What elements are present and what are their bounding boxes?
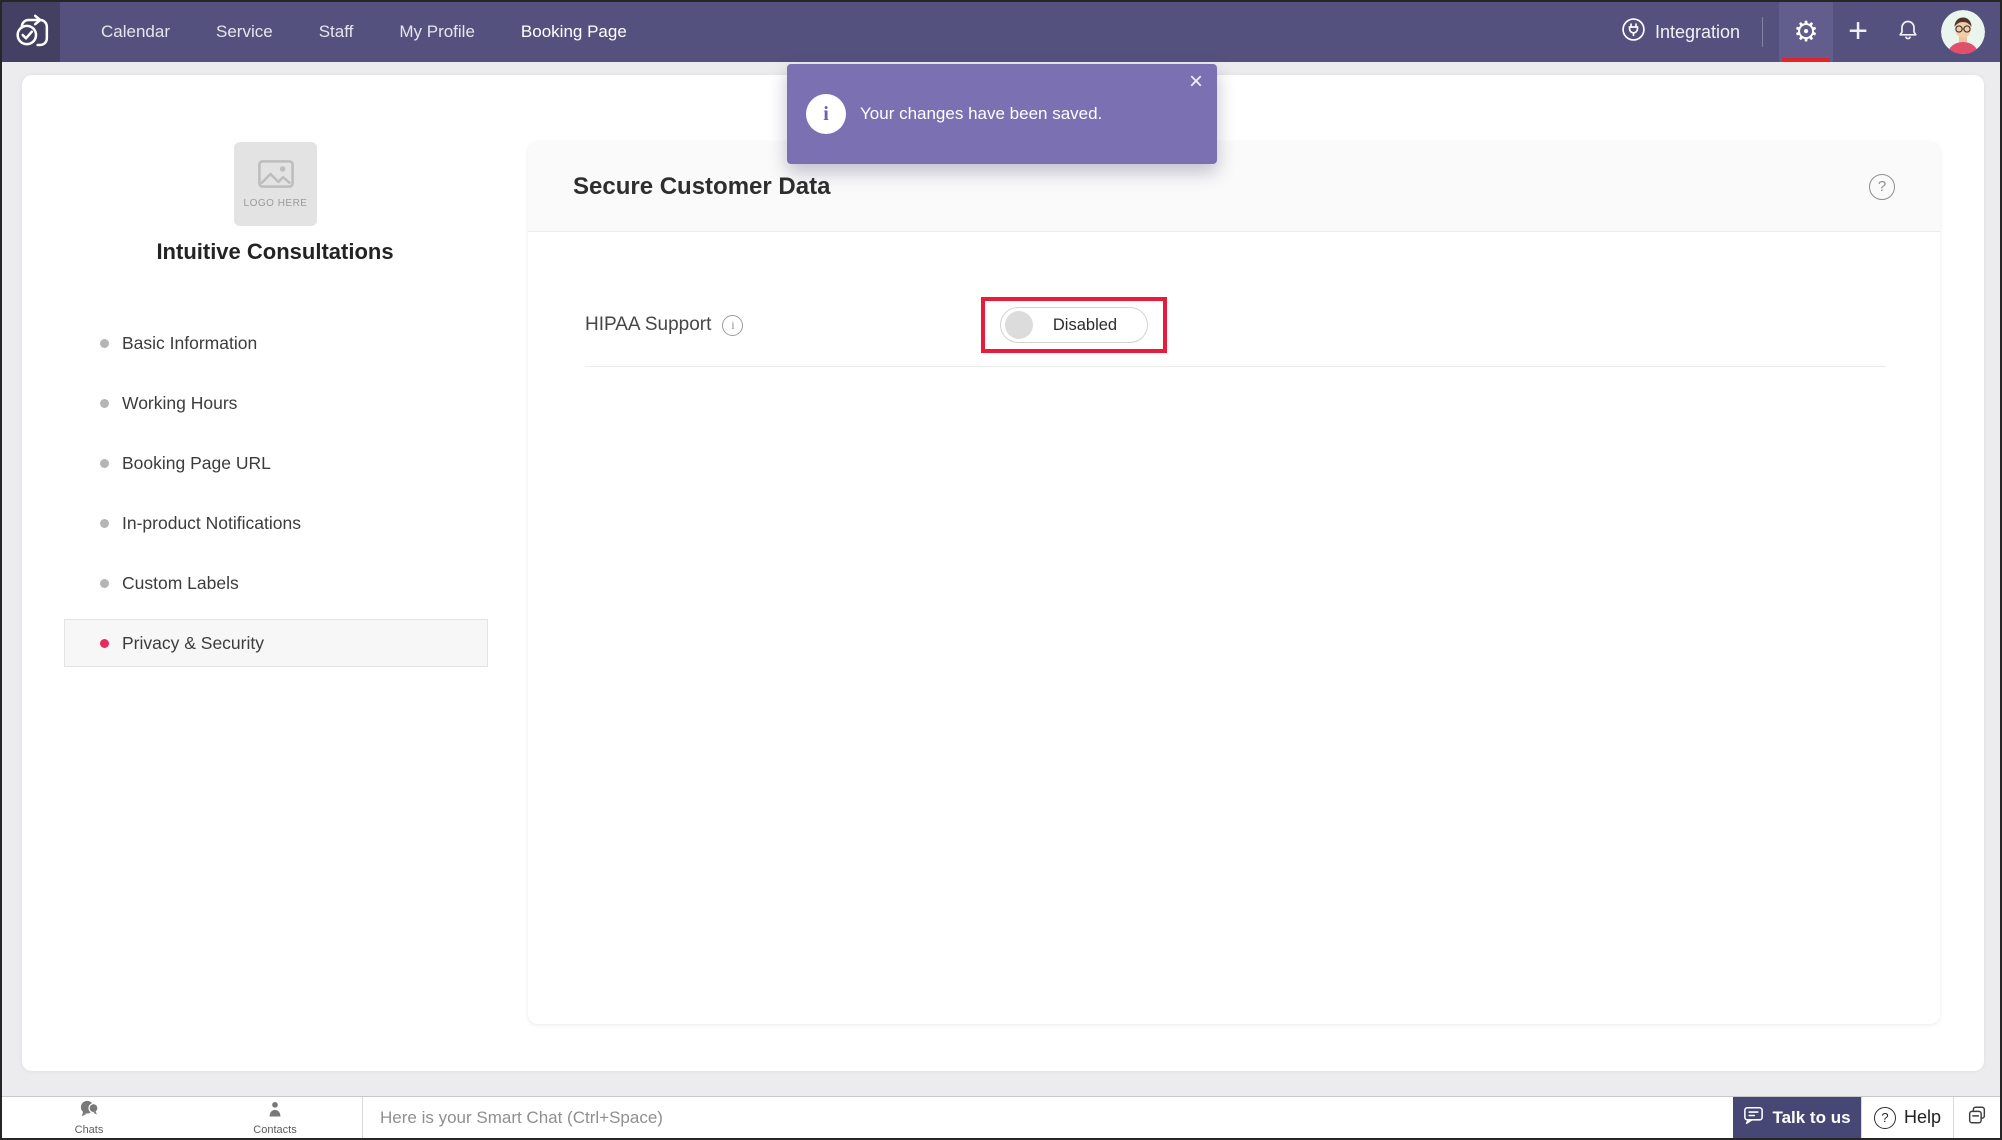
talk-to-us-button[interactable]: Talk to us <box>1733 1097 1861 1138</box>
bullet-icon <box>100 398 109 408</box>
sidebar-item-label: Basic Information <box>122 332 258 353</box>
bullet-icon <box>100 458 109 468</box>
nav-item-service[interactable]: Service <box>216 22 273 41</box>
sidebar-item-in-product-notifications[interactable]: In-product Notifications <box>64 499 488 547</box>
bookings-logo-icon <box>11 10 51 55</box>
toast-message: Your changes have been saved. <box>860 104 1103 123</box>
content-container: LOGO HERE Intuitive Consultations Basic … <box>22 75 1984 1071</box>
help-label: Help <box>1903 1107 1942 1127</box>
row-divider <box>585 366 1886 367</box>
sidebar-item-basic-information[interactable]: Basic Information <box>64 319 488 367</box>
logo-upload-placeholder[interactable]: LOGO HERE <box>234 142 317 226</box>
sidebar-item-working-hours[interactable]: Working Hours <box>64 379 488 427</box>
bullet-icon <box>100 338 109 348</box>
plug-icon <box>1621 17 1655 47</box>
integration-button[interactable]: Integration <box>1621 17 1740 47</box>
chats-label: Chats <box>74 1123 104 1136</box>
plus-icon: + <box>1848 11 1868 50</box>
chat-bubbles-icon <box>78 1100 100 1123</box>
toggle-knob <box>1005 311 1033 339</box>
chats-button[interactable]: Chats <box>54 1097 124 1138</box>
sidebar-item-label: Working Hours <box>122 392 238 413</box>
sidebar-item-label: Custom Labels <box>122 572 239 593</box>
bullet-icon <box>100 518 109 528</box>
info-icon[interactable]: i <box>722 314 744 336</box>
nav-item-my-profile[interactable]: My Profile <box>399 22 475 41</box>
nav-right-cluster: Integration ⚙ + <box>1621 2 2000 62</box>
nav-item-staff[interactable]: Staff <box>318 22 354 41</box>
secure-customer-data-card: Secure Customer Data ? HIPAA Support i D… <box>528 142 1940 1024</box>
sidebar-item-label: In-product Notifications <box>122 512 301 533</box>
bullet-icon <box>100 578 109 588</box>
recent-chats-button[interactable] <box>1953 1097 2000 1138</box>
chat-dock: Chats Contacts <box>2 1097 363 1138</box>
logo-placeholder-label: LOGO HERE <box>243 198 308 209</box>
top-navigation-bar: Calendar Service Staff My Profile Bookin… <box>2 2 2000 62</box>
hipaa-toggle[interactable]: Disabled <box>1000 307 1148 343</box>
sidebar-item-label: Booking Page URL <box>122 452 271 473</box>
card-header: Secure Customer Data ? <box>528 142 1940 232</box>
add-button[interactable]: + <box>1833 2 1883 62</box>
hipaa-support-row: HIPAA Support i Disabled <box>585 297 1886 353</box>
help-icon[interactable]: ? <box>1869 173 1895 200</box>
toggle-state-label: Disabled <box>1052 315 1118 334</box>
integration-label: Integration <box>1654 21 1740 42</box>
close-icon[interactable]: × <box>1188 68 1203 95</box>
page-title: Secure Customer Data <box>573 172 831 200</box>
smart-chat-input[interactable] <box>363 1107 1733 1128</box>
image-placeholder-icon <box>257 159 295 194</box>
nav-item-booking-page[interactable]: Booking Page <box>520 22 627 41</box>
sidebar-item-booking-page-url[interactable]: Booking Page URL <box>64 439 488 487</box>
business-name: Intuitive Consultations <box>156 239 394 264</box>
nav-item-calendar[interactable]: Calendar <box>101 22 170 41</box>
bell-icon <box>1896 18 1920 47</box>
primary-nav: Calendar Service Staff My Profile Bookin… <box>78 2 650 62</box>
annotation-highlight-box: Disabled <box>981 297 1167 353</box>
layered-windows-icon <box>1966 1104 1988 1131</box>
active-bullet-icon <box>100 638 109 648</box>
info-icon: i <box>806 94 846 134</box>
sidebar-item-privacy-security[interactable]: Privacy & Security <box>64 619 488 667</box>
hipaa-support-label: HIPAA Support <box>585 314 712 335</box>
person-icon <box>265 1100 285 1123</box>
app-logo[interactable] <box>2 2 60 62</box>
chat-icon <box>1743 1106 1772 1130</box>
contacts-label: Contacts <box>253 1123 297 1136</box>
toast-notification: i Your changes have been saved. × <box>787 64 1217 164</box>
bottom-chat-bar: Chats Contacts Talk to us ? Help <box>2 1096 2000 1138</box>
settings-active-underline <box>1782 58 1830 62</box>
user-avatar[interactable] <box>1941 10 1985 54</box>
talk-to-us-label: Talk to us <box>1772 1107 1851 1127</box>
help-button[interactable]: ? Help <box>1861 1097 1953 1138</box>
smart-chat-area <box>363 1097 1733 1138</box>
nav-divider <box>1762 17 1763 47</box>
question-icon: ? <box>1873 1106 1896 1129</box>
sidebar-item-label: Privacy & Security <box>122 632 264 653</box>
sidebar-item-custom-labels[interactable]: Custom Labels <box>64 559 488 607</box>
settings-button[interactable]: ⚙ <box>1779 2 1833 62</box>
contacts-button[interactable]: Contacts <box>240 1097 310 1138</box>
gear-icon: ⚙ <box>1793 15 1819 48</box>
notifications-button[interactable] <box>1883 2 1933 62</box>
